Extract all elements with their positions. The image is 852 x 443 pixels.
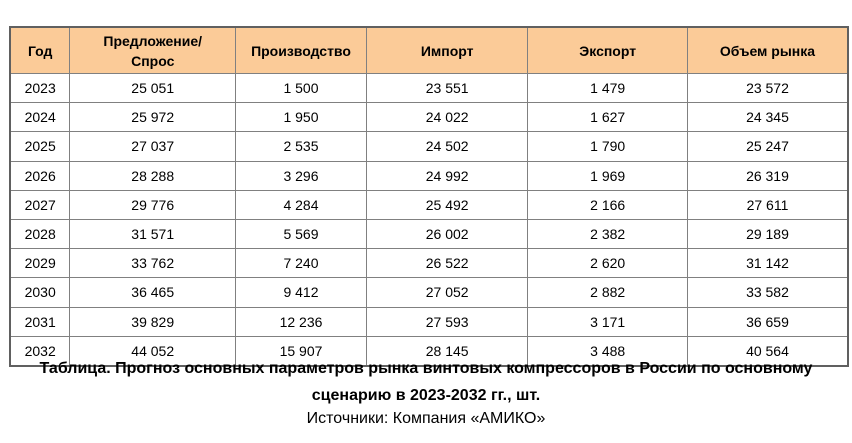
cell-year: 2023 [9, 72, 71, 104]
table-row: 2028 31 571 5 569 26 002 2 382 29 189 [9, 218, 849, 250]
cell-import: 26 002 [365, 218, 529, 250]
table-row: 2027 29 776 4 284 25 492 2 166 27 611 [9, 189, 849, 220]
header-row: Год Предложение/Спрос Производство Импорт Эк… [9, 26, 849, 74]
cell-export: 1 479 [527, 72, 688, 104]
cell-production: 15 907 [235, 335, 367, 367]
cell-export: 1 969 [527, 160, 688, 191]
table-row: 2024 25 972 1 950 24 022 1 627 24 345 [9, 102, 849, 133]
table-caption: Таблица. Прогноз основных параметров рын… [39, 360, 813, 404]
cell-supply-demand: 27 037 [69, 131, 237, 162]
cell-production: 5 569 [235, 218, 367, 250]
cell-supply-demand: 44 052 [69, 335, 237, 367]
table-row: 2031 39 829 12 236 27 593 3 171 36 659 [9, 306, 849, 337]
cell-year: 2029 [9, 248, 71, 279]
cell-production: 12 236 [235, 306, 367, 337]
cell-supply-demand: 25 051 [69, 72, 237, 104]
cell-import: 27 052 [365, 277, 529, 308]
table-row: 2032 44 052 15 907 28 145 3 488 40 564 [9, 335, 849, 367]
header-market-volume: Объем рынка [686, 26, 849, 74]
table-row: 2025 27 037 2 535 24 502 1 790 25 247 [9, 131, 849, 162]
cell-production: 3 296 [235, 160, 367, 191]
table-row: 2023 25 051 1 500 23 551 1 479 23 572 [9, 72, 849, 104]
cell-production: 7 240 [235, 248, 367, 279]
cell-export: 2 382 [527, 218, 688, 250]
cell-production: 1 950 [235, 102, 367, 133]
cell-year: 2026 [9, 160, 71, 191]
cell-year: 2032 [9, 335, 71, 367]
cell-import: 24 992 [365, 160, 529, 191]
cell-market-volume: 24 345 [686, 102, 849, 133]
cell-market-volume: 31 142 [686, 248, 849, 279]
cell-production: 2 535 [235, 131, 367, 162]
forecast-table: Год Предложение/Спрос Производство Импорт Эк… [9, 26, 849, 367]
cell-supply-demand: 36 465 [69, 277, 237, 308]
header-year: Год [9, 26, 71, 74]
cell-market-volume: 23 572 [686, 72, 849, 104]
cell-supply-demand: 28 288 [69, 160, 237, 191]
cell-export: 2 166 [527, 189, 688, 220]
cell-import: 25 492 [365, 189, 529, 220]
table-row: 2030 36 465 9 412 27 052 2 882 33 582 [9, 277, 849, 308]
cell-import: 27 593 [365, 306, 529, 337]
cell-market-volume: 27 611 [686, 189, 849, 220]
header-supply-demand: Предложение/Спрос [69, 26, 237, 74]
header-import: Импорт [365, 26, 529, 74]
cell-import: 24 022 [365, 102, 529, 133]
cell-production: 4 284 [235, 189, 367, 220]
cell-import: 23 551 [365, 72, 529, 104]
cell-supply-demand: 31 571 [69, 218, 237, 250]
cell-export: 2 882 [527, 277, 688, 308]
cell-year: 2030 [9, 277, 71, 308]
cell-year: 2031 [9, 306, 71, 337]
table-row: 2026 28 288 3 296 24 992 1 969 26 319 [9, 160, 849, 191]
cell-year: 2027 [9, 189, 71, 220]
cell-year: 2024 [9, 102, 71, 133]
cell-supply-demand: 33 762 [69, 248, 237, 279]
cell-market-volume: 26 319 [686, 160, 849, 191]
cell-market-volume: 36 659 [686, 306, 849, 337]
cell-import: 28 145 [365, 335, 529, 367]
header-export: Экспорт [527, 26, 688, 74]
cell-market-volume: 40 564 [686, 335, 849, 367]
table-row: 2029 33 762 7 240 26 522 2 620 31 142 [9, 248, 849, 279]
cell-supply-demand: 25 972 [69, 102, 237, 133]
cell-supply-demand: 29 776 [69, 189, 237, 220]
cell-import: 26 522 [365, 248, 529, 279]
cell-export: 1 627 [527, 102, 688, 133]
cell-export: 1 790 [527, 131, 688, 162]
cell-year: 2025 [9, 131, 71, 162]
cell-year: 2028 [9, 218, 71, 250]
cell-market-volume: 25 247 [686, 131, 849, 162]
cell-production: 9 412 [235, 277, 367, 308]
cell-market-volume: 29 189 [686, 218, 849, 250]
cell-import: 24 502 [365, 131, 529, 162]
cell-export: 3 171 [527, 306, 688, 337]
cell-production: 1 500 [235, 72, 367, 104]
cell-export: 2 620 [527, 248, 688, 279]
header-production: Производство [235, 26, 367, 74]
cell-supply-demand: 39 829 [69, 306, 237, 337]
source-note: Источники: Компания «АМИКО» [306, 410, 546, 427]
cell-market-volume: 33 582 [686, 277, 849, 308]
